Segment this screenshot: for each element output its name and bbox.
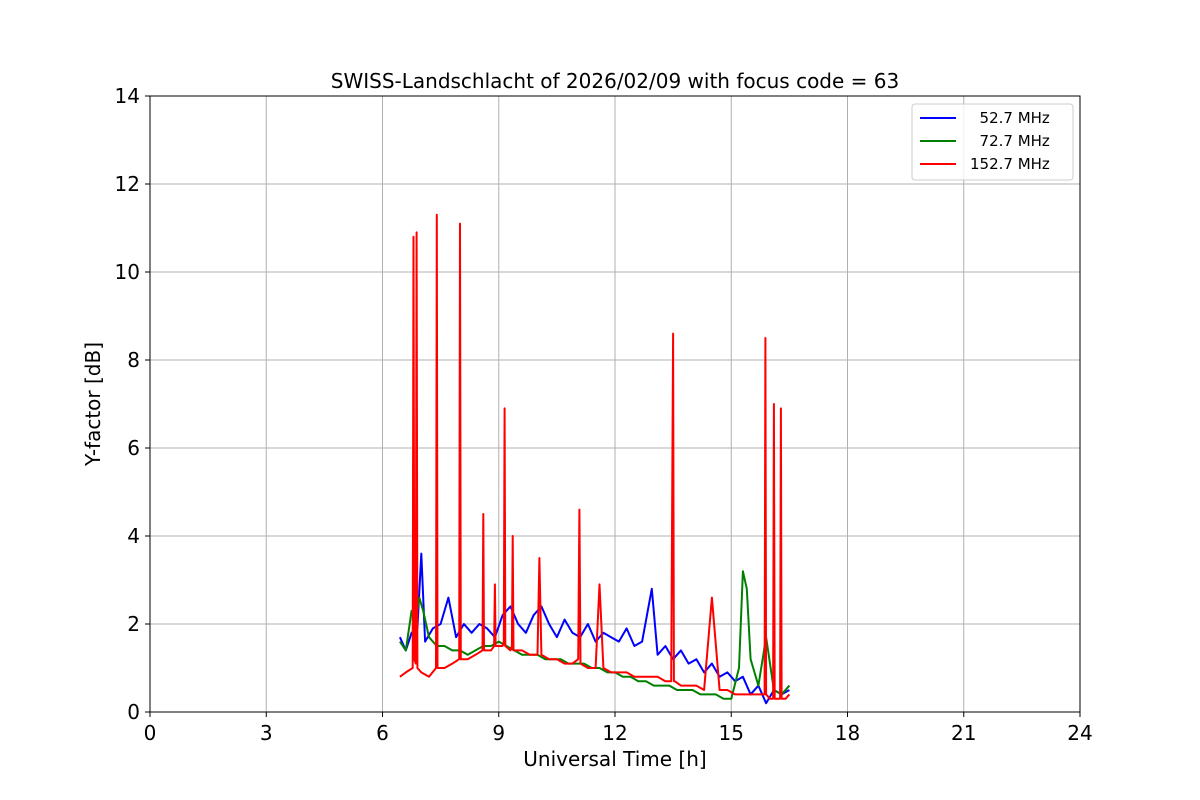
y-tick-label: 0 — [127, 700, 140, 724]
x-tick-label: 0 — [144, 721, 157, 745]
y-tick-label: 4 — [127, 524, 140, 548]
series-layer — [398, 213, 791, 705]
x-tick-label: 9 — [492, 721, 505, 745]
y-axis-label: Y-factor [dB] — [81, 342, 105, 467]
y-tick-label: 12 — [115, 172, 140, 196]
chart-title: SWISS-Landschlacht of 2026/02/09 with fo… — [331, 69, 899, 93]
legend-box — [911, 103, 1074, 181]
x-tick-label: 21 — [951, 721, 976, 745]
x-axis-label: Universal Time [h] — [523, 747, 706, 771]
legend-label: 152.7 MHz — [970, 155, 1050, 173]
y-tick-label: 14 — [115, 84, 140, 108]
y-tick-label: 6 — [127, 436, 140, 460]
series-line-0 — [398, 552, 790, 705]
y-tick-label: 8 — [127, 348, 140, 372]
x-tick-label: 24 — [1067, 721, 1092, 745]
legend-label: 72.7 MHz — [970, 132, 1050, 150]
legend-label: 52.7 MHz — [970, 109, 1050, 127]
series-line-2 — [399, 213, 791, 700]
x-tick-label: 18 — [835, 721, 860, 745]
y-tick-label: 2 — [127, 612, 140, 636]
y-tick-label: 10 — [115, 260, 140, 284]
x-tick-label: 6 — [376, 721, 389, 745]
x-tick-label: 3 — [260, 721, 273, 745]
x-tick-label: 12 — [602, 721, 627, 745]
legend: 52.7 MHz 72.7 MHz 152.7 MHz — [911, 103, 1074, 181]
x-tick-label: 15 — [719, 721, 744, 745]
